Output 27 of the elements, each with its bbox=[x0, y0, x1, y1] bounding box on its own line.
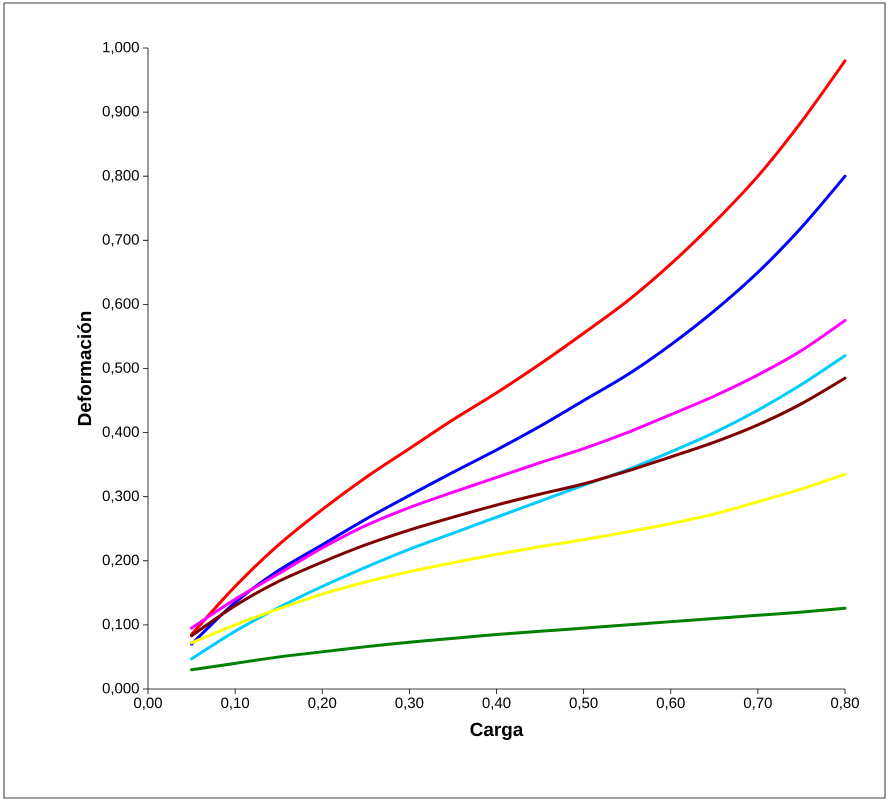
x-tick-label: 0,30 bbox=[395, 698, 424, 710]
y-axis-title: Deformación bbox=[77, 312, 92, 426]
y-tick-label: 0,700 bbox=[102, 234, 139, 246]
line-series bbox=[190, 606, 847, 672]
x-tick-label: 0,40 bbox=[482, 698, 510, 710]
x-tick-label: 0,10 bbox=[221, 698, 250, 710]
y-tick-label: 0,900 bbox=[102, 106, 139, 118]
x-tick-label: 0,00 bbox=[134, 698, 162, 710]
y-tick-label: 0,800 bbox=[102, 170, 139, 182]
x-tick-label: 0,60 bbox=[656, 698, 685, 710]
y-tick-label: 0,100 bbox=[102, 618, 139, 632]
y-tick-label: 0,000 bbox=[102, 682, 139, 696]
y-tick-label: 0,300 bbox=[102, 490, 139, 503]
y-tick-label: 1,000 bbox=[103, 42, 139, 54]
y-tick-label: 0,500 bbox=[102, 362, 139, 375]
x-tick-label: 0,80 bbox=[831, 698, 859, 710]
y-tick-label: 0,400 bbox=[102, 426, 139, 439]
line-series bbox=[190, 174, 847, 646]
x-axis-title: Carga bbox=[470, 722, 524, 740]
y-tick-label: 0,600 bbox=[102, 298, 139, 311]
x-tick-label: 0,20 bbox=[308, 698, 336, 710]
x-tick-label: 0,50 bbox=[570, 698, 598, 710]
line-series bbox=[190, 472, 847, 644]
y-tick-label: 0,200 bbox=[102, 554, 139, 567]
line-series bbox=[190, 318, 847, 630]
line-series bbox=[190, 59, 847, 636]
x-tick-label: 0,70 bbox=[744, 698, 772, 710]
